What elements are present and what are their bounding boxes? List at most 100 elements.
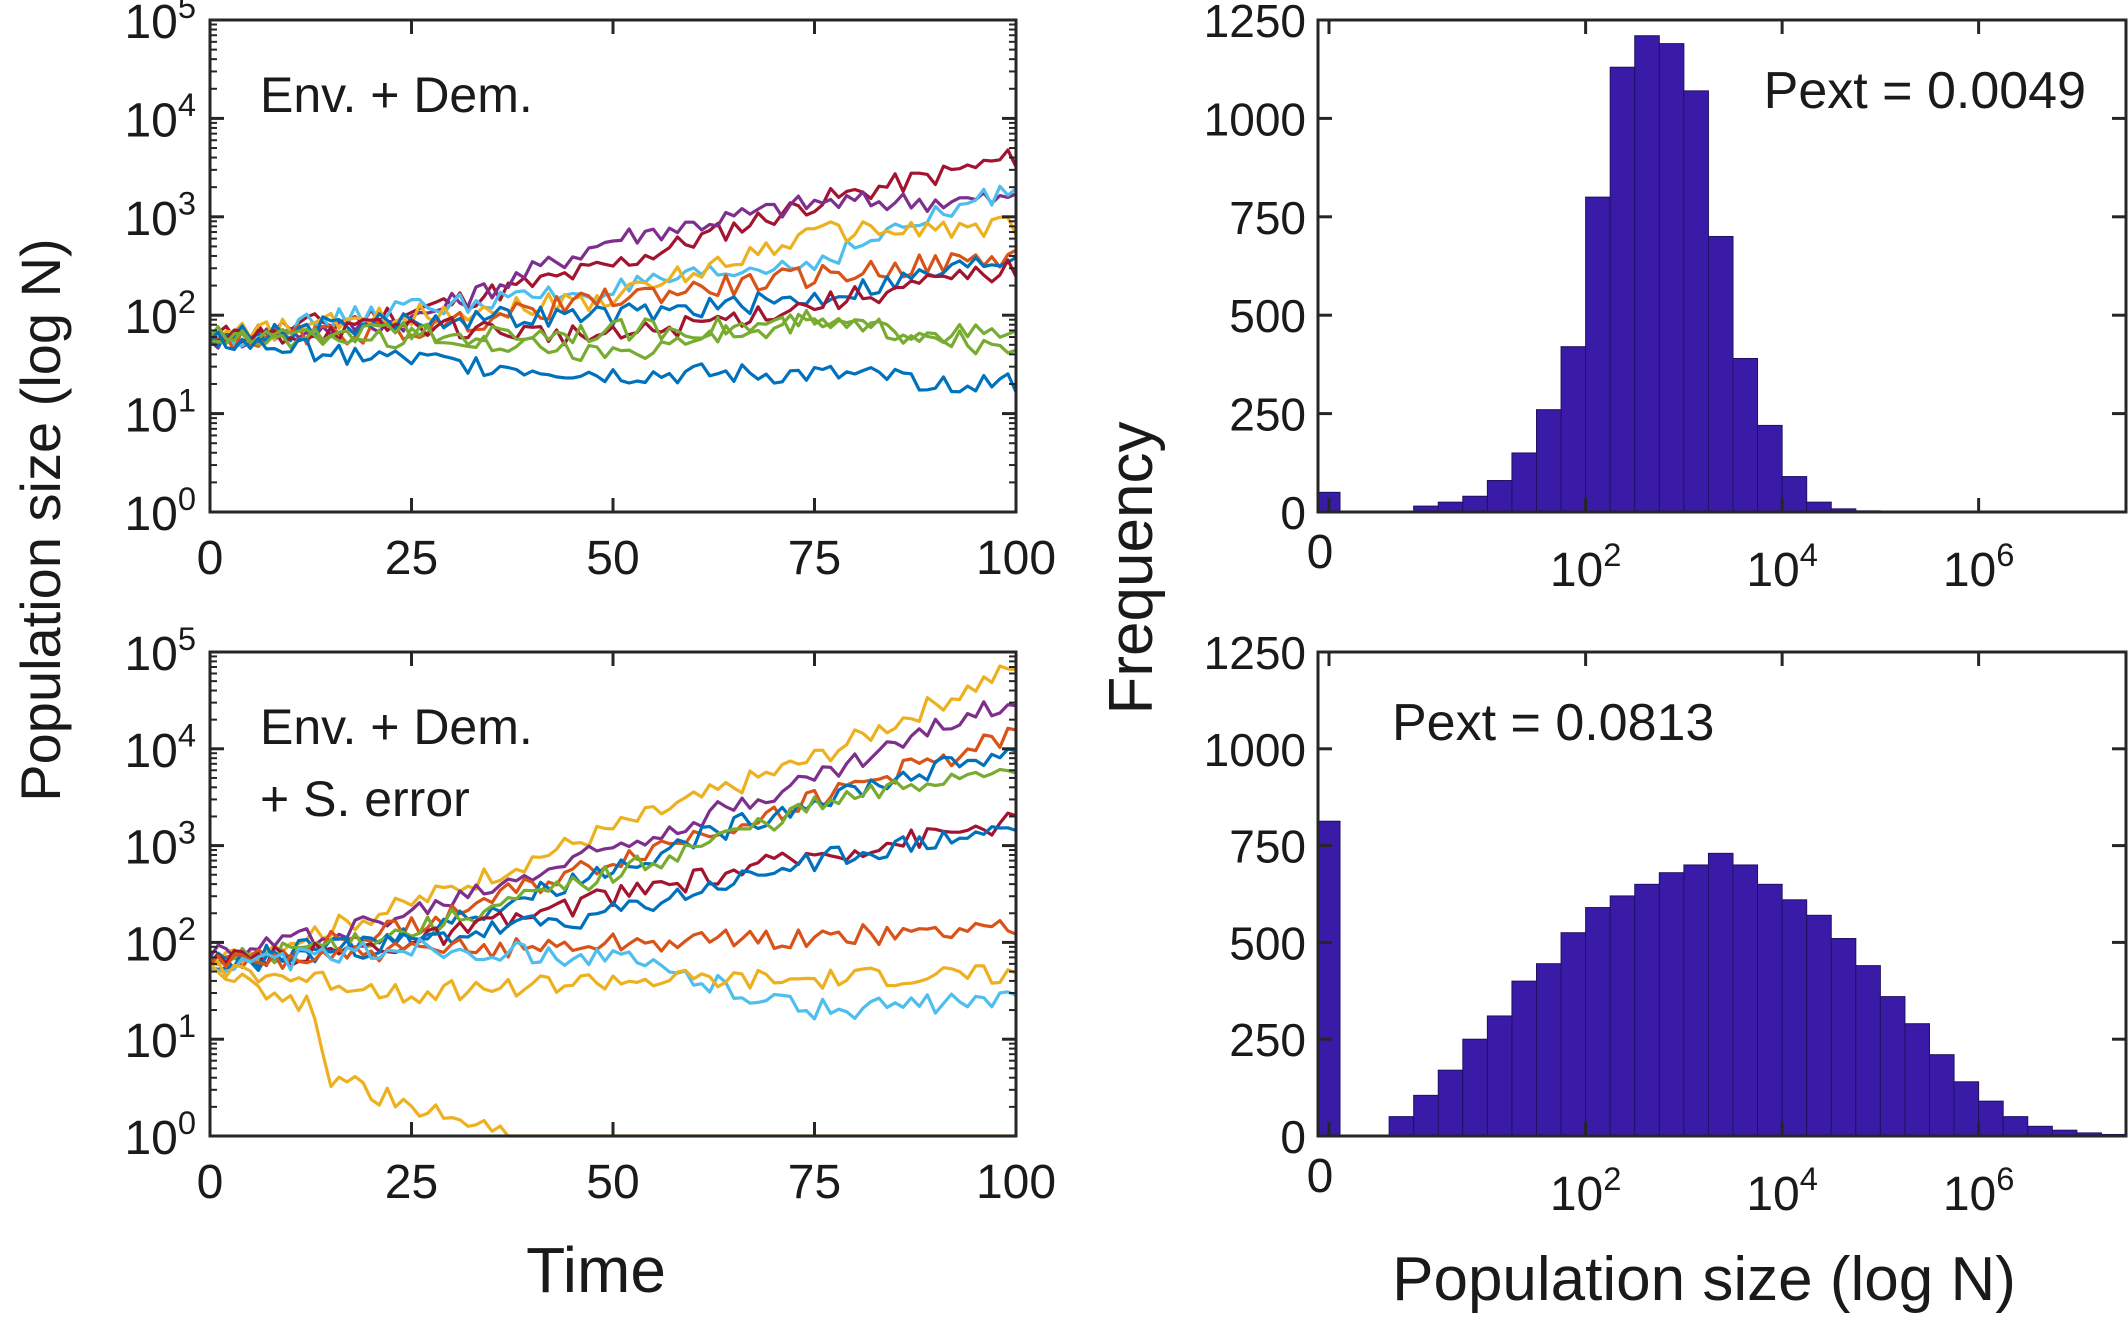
histogram-bar — [1781, 899, 1808, 1137]
y-tick-label: 750 — [1229, 821, 1306, 873]
y-tick-label: 0 — [1280, 487, 1306, 539]
histogram-bar — [1707, 235, 1734, 513]
x-tick-label: 102 — [1550, 1160, 1622, 1221]
y-tick-label: 104 — [124, 717, 196, 778]
panel-annotation: Env. + Dem. — [260, 67, 533, 123]
x-tick-label: 0 — [197, 532, 224, 585]
y-tick-label: 104 — [124, 86, 196, 147]
axes-frame — [1316, 650, 2128, 1138]
x-tick-label: 100 — [976, 1156, 1056, 1209]
histogram-bar — [2002, 1116, 2029, 1137]
histogram-bar — [1953, 1081, 1980, 1137]
histogram-bar — [1683, 864, 1709, 1137]
x-tick-label: 0 — [197, 1156, 224, 1209]
y-tick-label: 1250 — [1204, 627, 1306, 679]
x-tick-label: 102 — [1550, 536, 1622, 597]
panel-top-left: 100 101 102 103 104 105 0 25 50 75 100 Env. + Dem. — [124, 0, 1056, 585]
y-tick-label: 103 — [124, 813, 196, 874]
histogram-bar — [1511, 452, 1537, 513]
histogram-bar — [1536, 409, 1562, 513]
series-line — [208, 811, 1017, 968]
histogram-bar — [1634, 883, 1660, 1137]
right-x-axis-title: Population size (log N) — [1392, 1245, 2016, 1314]
series-line — [209, 258, 1018, 347]
series-line — [209, 184, 1017, 348]
histogram-zero-bar — [1317, 820, 1341, 1137]
y-tick-label: 500 — [1229, 290, 1306, 342]
right-y-axis-title: Frequency — [1097, 422, 1166, 715]
x-tick-label: 75 — [788, 1156, 841, 1209]
series-line — [208, 255, 1017, 349]
histogram-bar — [1511, 980, 1537, 1137]
series-line — [208, 330, 1018, 394]
y-tick-label: 500 — [1229, 917, 1306, 969]
histogram-bar — [1757, 424, 1783, 513]
x-tick-label: 0 — [1307, 1150, 1334, 1203]
histogram-bar — [1806, 914, 1832, 1137]
histogram-bar — [1585, 907, 1611, 1137]
histogram-bar — [1536, 963, 1562, 1137]
histogram-bar — [1904, 1023, 1930, 1137]
left-x-axis-title: Time — [526, 1234, 666, 1306]
histogram-bar — [1707, 852, 1734, 1137]
histogram-bar — [1437, 1069, 1464, 1137]
histogram-bar — [1879, 996, 1906, 1137]
y-tick-label: 105 — [124, 0, 196, 49]
panel-top-right: 0 250 500 750 1000 1250 0 102 104 106 Pext = 0.004… — [1204, 0, 2128, 597]
y-tick-label: 250 — [1229, 1014, 1306, 1066]
histogram-bar — [1486, 1015, 1513, 1137]
y-tick-label: 1000 — [1204, 93, 1306, 145]
histogram-bar — [1732, 357, 1759, 513]
series-line — [209, 248, 1017, 352]
histogram-bar — [1609, 895, 1636, 1137]
panel-annotation: + S. error — [260, 771, 470, 827]
y-tick-label: 105 — [124, 620, 196, 681]
x-tick-label: 106 — [1943, 536, 2015, 597]
pext-annotation: Pext = 0.0813 — [1392, 694, 1714, 752]
y-tick-label: 0 — [1280, 1111, 1306, 1163]
x-tick-label: 50 — [586, 532, 639, 585]
x-tick-label: 25 — [385, 1156, 438, 1209]
y-tick-label: 1250 — [1204, 0, 1306, 47]
panel-bottom-left: 100 101 102 103 104 105 0 25 50 75 100 Env. + Dem. +… — [124, 620, 1056, 1209]
series-line — [209, 825, 1017, 972]
y-tick-label: 250 — [1229, 389, 1306, 441]
x-tick-label: 100 — [976, 532, 1056, 585]
y-tick-label: 102 — [124, 910, 196, 971]
histogram-bar — [1560, 932, 1587, 1137]
y-tick-label: 101 — [124, 1007, 196, 1068]
y-tick-label: 101 — [124, 381, 196, 442]
y-tick-label: 100 — [124, 1104, 196, 1165]
histogram-bar — [1634, 35, 1660, 513]
histogram-bar — [1560, 346, 1587, 513]
x-tick-label: 0 — [1307, 526, 1334, 579]
histogram-bar — [1609, 66, 1636, 513]
histogram-bar — [1486, 480, 1513, 513]
axes-frame — [1316, 18, 2128, 514]
histogram-bar — [1978, 1100, 2004, 1137]
histogram-bar — [1462, 495, 1488, 513]
histogram-bar — [1732, 864, 1759, 1137]
x-tick-label: 50 — [586, 1156, 639, 1209]
series-line — [208, 747, 1017, 970]
panel-bottom-right: 0 250 500 750 1000 1250 0 102 104 106 Pext = 0.081… — [1204, 627, 2128, 1221]
histogram-bar — [1929, 1054, 1955, 1137]
histogram-bar — [1462, 1038, 1488, 1137]
histogram-bar — [1830, 938, 1857, 1137]
series-line — [209, 960, 1017, 1005]
pext-annotation: Pext = 0.0049 — [1764, 62, 2086, 120]
y-tick-label: 100 — [124, 480, 196, 541]
histogram-bar — [1683, 90, 1709, 513]
histogram-bar — [1781, 476, 1808, 513]
series-line — [208, 312, 1017, 350]
histogram-bar — [1388, 1116, 1415, 1137]
x-tick-label: 106 — [1943, 1160, 2015, 1221]
left-y-axis-title: Population size (log N) — [9, 238, 72, 801]
y-tick-label: 102 — [124, 283, 196, 344]
x-tick-label: 75 — [788, 532, 841, 585]
y-tick-label: 750 — [1229, 192, 1306, 244]
histogram-bar — [1413, 1094, 1439, 1137]
histogram-bar — [1757, 883, 1783, 1137]
x-tick-label: 104 — [1746, 1160, 1818, 1221]
